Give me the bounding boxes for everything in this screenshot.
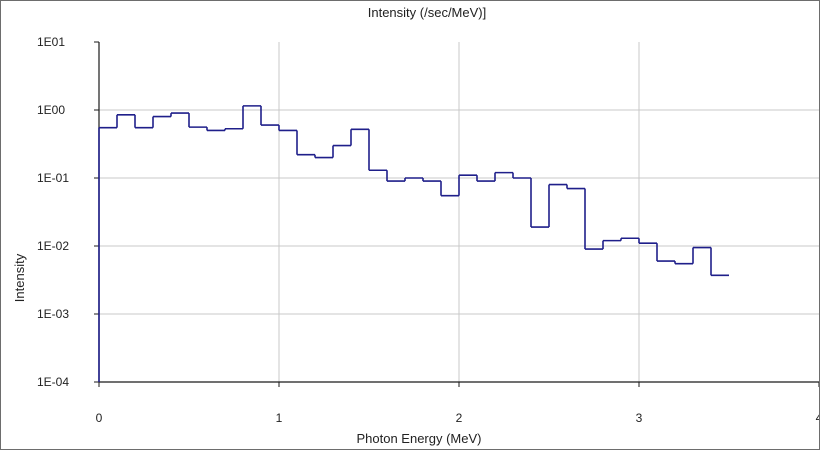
tick-labels: 0 1 2 3 4 1E01 1E00 1E-01 1E-02 1E-03 1E-04	[37, 35, 819, 425]
x-tick-label: 2	[456, 411, 463, 425]
grid-lines	[99, 42, 819, 382]
y-tick-label: 1E-02	[37, 239, 69, 253]
x-tick-label: 1	[276, 411, 283, 425]
y-tick-label: 1E00	[37, 103, 65, 117]
x-tick-label: 0	[96, 411, 103, 425]
x-tick-label: 4	[816, 411, 819, 425]
y-tick-label: 1E01	[37, 35, 65, 49]
x-tick-label: 3	[636, 411, 643, 425]
y-axis-label: Intensity	[12, 253, 27, 302]
axes	[94, 41, 819, 387]
x-axis-label: Photon Energy (MeV)	[356, 431, 481, 446]
chart-title: Intensity (/sec/MeV)]	[368, 5, 486, 20]
series-group	[98, 105, 729, 382]
y-tick-label: 1E-01	[37, 171, 69, 185]
y-tick-label: 1E-04	[37, 375, 69, 389]
y-tick-label: 1E-03	[37, 307, 69, 321]
